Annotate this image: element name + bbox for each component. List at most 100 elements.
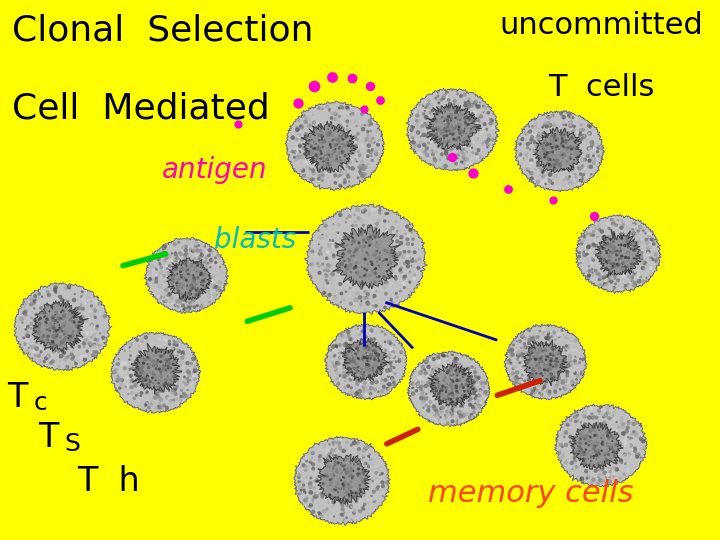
Point bbox=[341, 103, 353, 111]
Point bbox=[343, 356, 355, 364]
Point bbox=[343, 235, 355, 244]
Point bbox=[58, 348, 70, 357]
Point bbox=[330, 342, 341, 351]
Point bbox=[336, 461, 347, 469]
Point bbox=[212, 286, 223, 294]
Point bbox=[583, 271, 595, 280]
Point bbox=[589, 444, 600, 453]
Point bbox=[569, 457, 580, 465]
Point bbox=[330, 140, 342, 149]
Point bbox=[601, 456, 613, 464]
Point bbox=[163, 337, 175, 346]
Point bbox=[180, 251, 192, 259]
Point bbox=[441, 145, 452, 154]
Point bbox=[465, 401, 477, 410]
Point bbox=[328, 345, 340, 353]
Point bbox=[364, 483, 375, 492]
Point bbox=[164, 282, 176, 291]
Point bbox=[531, 354, 542, 363]
Point bbox=[361, 472, 372, 481]
Point bbox=[448, 379, 459, 387]
Point bbox=[414, 374, 426, 382]
Point bbox=[28, 308, 40, 317]
Point bbox=[585, 438, 596, 447]
Point bbox=[400, 226, 411, 235]
Polygon shape bbox=[514, 111, 604, 192]
Point bbox=[175, 290, 186, 299]
Point bbox=[546, 179, 558, 187]
Point bbox=[161, 384, 173, 393]
Point bbox=[167, 269, 179, 278]
Point bbox=[333, 148, 344, 157]
Point bbox=[186, 282, 198, 291]
Point bbox=[37, 335, 48, 344]
Point bbox=[180, 298, 192, 306]
Point bbox=[197, 300, 208, 309]
Point bbox=[587, 241, 598, 249]
Point bbox=[540, 136, 552, 145]
Point bbox=[47, 338, 58, 346]
Point bbox=[565, 145, 577, 153]
Point bbox=[162, 361, 174, 370]
Point bbox=[441, 413, 452, 421]
Point bbox=[366, 455, 377, 463]
Point bbox=[373, 473, 384, 482]
Point bbox=[428, 154, 440, 163]
Point bbox=[446, 122, 457, 131]
Point bbox=[586, 138, 598, 147]
Point bbox=[622, 423, 634, 432]
Point bbox=[346, 367, 358, 376]
Point bbox=[570, 170, 581, 179]
Point bbox=[349, 132, 361, 141]
Point bbox=[145, 397, 156, 406]
Point bbox=[591, 448, 603, 456]
Point bbox=[382, 209, 393, 218]
Point bbox=[158, 343, 169, 352]
Point bbox=[354, 330, 366, 339]
Point bbox=[521, 349, 533, 357]
Point bbox=[150, 265, 162, 274]
Point bbox=[629, 246, 641, 254]
Point bbox=[540, 147, 552, 156]
Point bbox=[588, 239, 599, 248]
Point bbox=[532, 372, 544, 380]
Point bbox=[361, 156, 373, 164]
Point bbox=[336, 259, 348, 268]
Point bbox=[183, 270, 194, 279]
Point bbox=[378, 358, 390, 367]
Point bbox=[336, 149, 348, 158]
Point bbox=[564, 143, 576, 152]
Point bbox=[94, 340, 106, 348]
Point bbox=[179, 390, 191, 399]
Point bbox=[390, 369, 401, 378]
Point bbox=[638, 226, 649, 235]
Point bbox=[333, 220, 345, 229]
Point bbox=[117, 367, 128, 375]
Point bbox=[554, 356, 565, 365]
Point bbox=[340, 119, 351, 127]
Point bbox=[341, 287, 352, 296]
Point bbox=[482, 125, 494, 133]
Point bbox=[174, 343, 186, 352]
Point bbox=[178, 392, 189, 401]
Point bbox=[295, 486, 307, 495]
Point bbox=[56, 338, 68, 346]
Point bbox=[196, 302, 207, 311]
Point bbox=[51, 330, 63, 339]
Point bbox=[189, 272, 200, 281]
Point bbox=[450, 400, 462, 408]
Point bbox=[169, 388, 181, 397]
Point bbox=[167, 276, 179, 285]
Point bbox=[627, 258, 639, 266]
Point bbox=[341, 491, 353, 500]
Point bbox=[81, 347, 93, 355]
Point bbox=[596, 447, 608, 455]
Point bbox=[367, 347, 379, 355]
Point bbox=[39, 317, 50, 326]
Point bbox=[422, 395, 433, 404]
Point bbox=[81, 329, 93, 338]
Point bbox=[622, 466, 634, 475]
Point bbox=[537, 339, 549, 348]
Point bbox=[346, 347, 358, 356]
Point bbox=[19, 310, 31, 319]
